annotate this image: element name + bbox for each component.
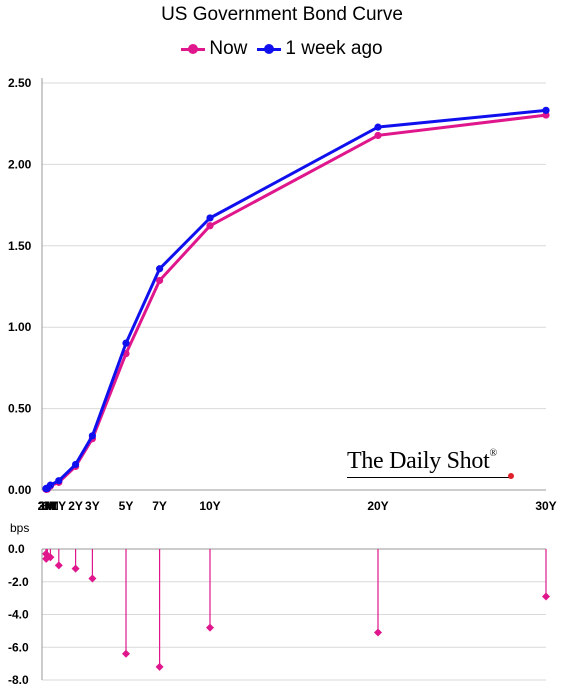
data-point-1: [88, 432, 96, 440]
legend-entry-now: Now: [181, 38, 247, 60]
data-point-1: [55, 477, 63, 485]
x-tick-label: 3M: [38, 499, 55, 513]
data-point-0: [374, 131, 382, 140]
watermark-logo: The Daily Shot®: [347, 448, 497, 474]
legend: Now 1 week ago: [0, 38, 564, 60]
x-tick-label: 3Y: [85, 499, 100, 513]
legend-swatch-now: [181, 42, 206, 56]
data-point-1: [72, 460, 80, 469]
change-marker: [54, 561, 63, 570]
legend-swatch-week-ago: [257, 42, 282, 56]
y-tick-label: 2.50: [8, 76, 32, 90]
chart-title: US Government Bond Curve: [161, 4, 403, 25]
change-marker: [46, 553, 55, 562]
data-point-1: [206, 214, 214, 222]
watermark-underline: [347, 477, 511, 478]
x-tick-label: 1M: [39, 499, 56, 513]
change-marker: [122, 649, 130, 658]
legend-label-week-ago: 1 week ago: [285, 38, 383, 59]
y-tick-label: 1.50: [8, 239, 32, 253]
x-tick-label: 20Y: [367, 499, 388, 513]
lower-y-tick-label: -6.0: [8, 640, 29, 654]
y-tick-label: 2.00: [8, 157, 32, 171]
lower-ylabel: bps: [10, 521, 30, 535]
lower-y-tick-label: -8.0: [8, 673, 29, 687]
x-tick-label: 2M: [38, 499, 55, 513]
data-point-0: [156, 276, 164, 285]
lower-y-tick-label: 0.0: [8, 542, 25, 556]
y-tick-label: 0.00: [8, 483, 32, 497]
x-tick-label: 6M: [42, 499, 59, 513]
x-tick-label: 1Y: [51, 499, 66, 513]
change-marker: [155, 662, 164, 671]
x-tick-label: 7Y: [152, 499, 167, 513]
legend-label-now: Now: [209, 38, 248, 59]
lower-y-tick-label: -2.0: [8, 575, 29, 589]
x-tick-label: 5Y: [119, 499, 134, 513]
lower-y-tick-label: -4.0: [8, 608, 29, 622]
x-tick-label: 10Y: [199, 499, 220, 513]
series-line-1: [44, 108, 547, 491]
change-marker: [206, 623, 214, 632]
data-point-1: [374, 123, 382, 131]
data-point-1: [542, 106, 550, 114]
y-tick-label: 1.00: [8, 320, 32, 334]
x-tick-label: 30Y: [535, 499, 556, 513]
watermark-dot: [508, 473, 514, 479]
legend-entry-week-ago: 1 week ago: [257, 38, 383, 60]
data-point-1: [46, 481, 55, 489]
data-point-1: [122, 339, 130, 347]
change-marker: [71, 564, 80, 573]
change-marker: [88, 574, 97, 583]
data-point-1: [156, 265, 164, 273]
x-tick-label: 2Y: [68, 499, 83, 513]
change-marker: [374, 628, 382, 637]
data-point-0: [206, 222, 214, 230]
change-marker: [542, 592, 550, 601]
y-tick-label: 0.50: [8, 402, 32, 416]
